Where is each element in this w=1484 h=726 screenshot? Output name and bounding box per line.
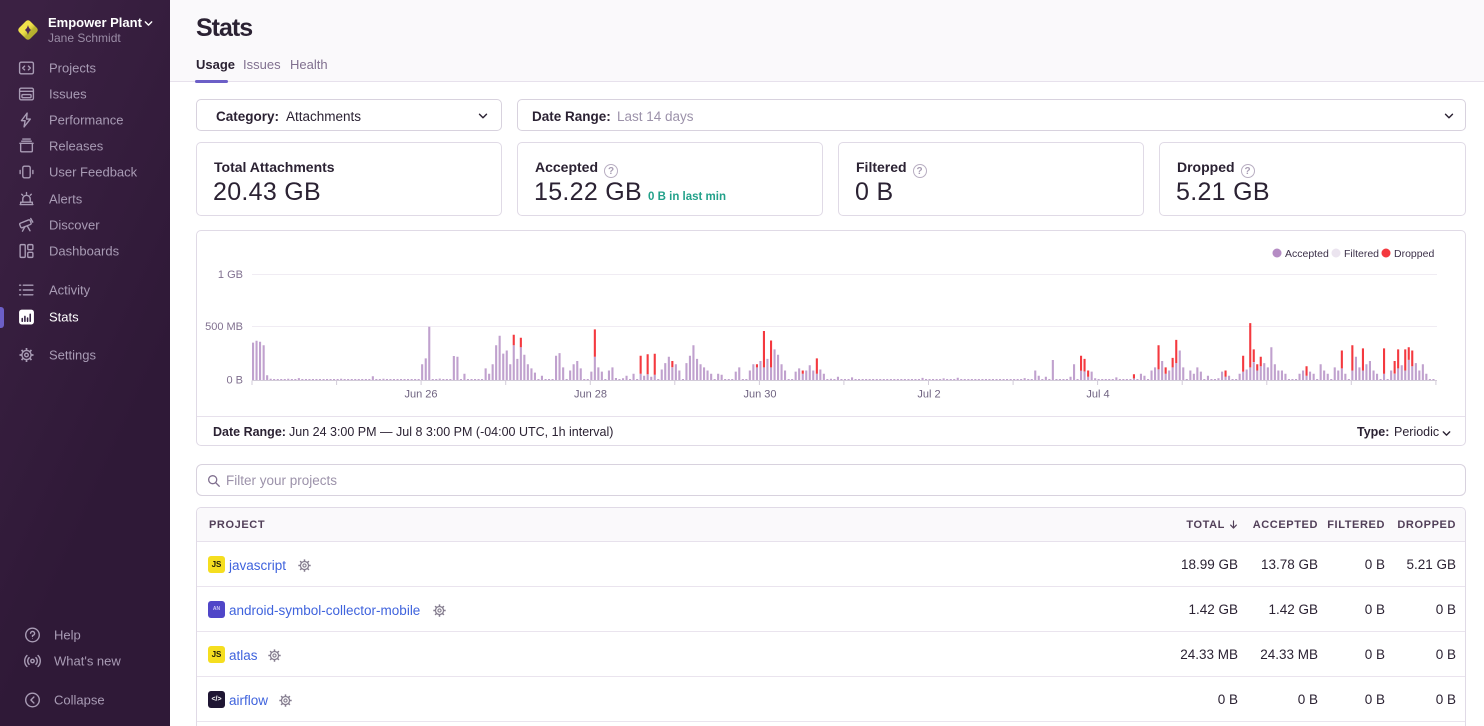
svg-text:Jun 26: Jun 26 bbox=[404, 389, 437, 401]
svg-text:Jun 30: Jun 30 bbox=[743, 389, 776, 401]
svg-text:Jul 4: Jul 4 bbox=[1086, 389, 1109, 401]
svg-text:0 B: 0 B bbox=[226, 375, 243, 387]
svg-text:Jun 28: Jun 28 bbox=[574, 389, 607, 401]
svg-text:Filtered: Filtered bbox=[1344, 248, 1379, 260]
svg-text:Dropped: Dropped bbox=[1394, 248, 1434, 260]
svg-text:Accepted: Accepted bbox=[1285, 248, 1329, 260]
svg-text:Jul 2: Jul 2 bbox=[917, 389, 940, 401]
svg-text:1 GB: 1 GB bbox=[218, 269, 243, 281]
svg-text:500 MB: 500 MB bbox=[205, 321, 243, 333]
